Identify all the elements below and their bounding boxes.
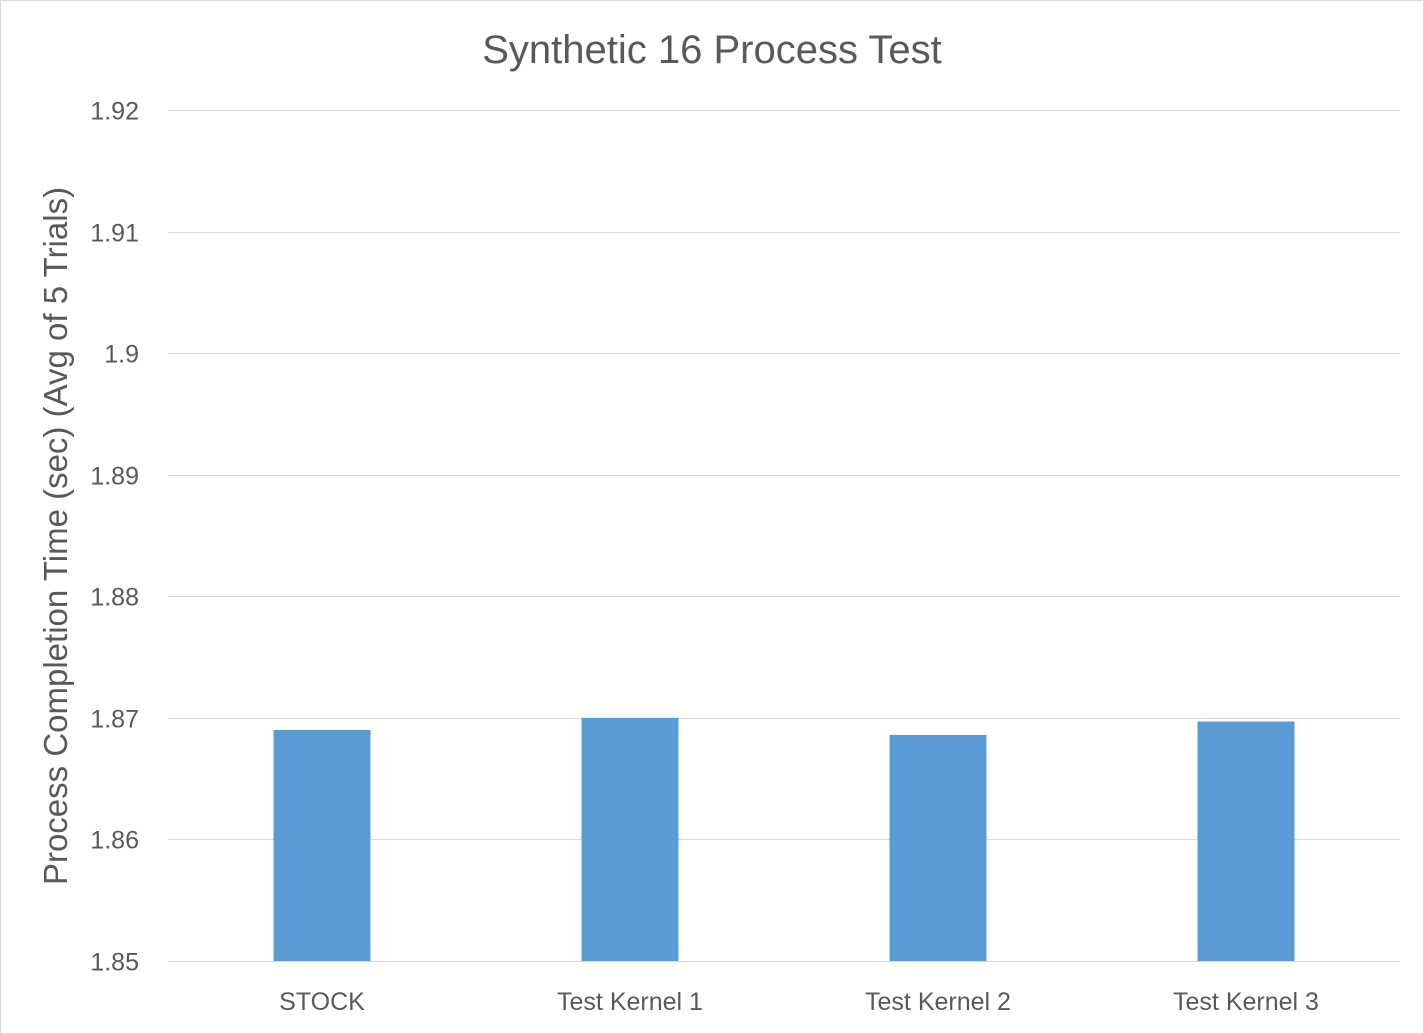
gridlines (168, 110, 1400, 962)
bar (1197, 721, 1295, 961)
bar (581, 717, 679, 961)
chart-title: Synthetic 16 Process Test (482, 28, 942, 72)
y-tick-label: 1.89 (90, 463, 139, 491)
x-axis-ticks: STOCK Test Kernel 1 Test Kernel 2 Test Kern… (279, 988, 1319, 1016)
x-tick-label: STOCK (279, 988, 365, 1016)
bar (273, 730, 371, 961)
y-axis-ticks: 1.85 1.86 1.87 1.88 1.89 1.9 1.91 1.92 (90, 98, 139, 977)
x-tick-label: Test Kernel 1 (557, 988, 703, 1016)
y-axis-label: Process Completion Time (sec) (Avg of 5 … (37, 187, 74, 885)
bar (889, 734, 987, 961)
y-tick-label: 1.91 (90, 220, 139, 248)
y-tick-label: 1.9 (104, 341, 139, 369)
bars (273, 717, 1295, 961)
y-tick-label: 1.85 (90, 949, 139, 977)
y-tick-label: 1.92 (90, 98, 139, 126)
x-tick-label: Test Kernel 3 (1173, 988, 1319, 1016)
x-tick-label: Test Kernel 2 (865, 988, 1011, 1016)
y-tick-label: 1.88 (90, 584, 139, 612)
y-tick-label: 1.86 (90, 827, 139, 855)
y-tick-label: 1.87 (90, 706, 139, 734)
